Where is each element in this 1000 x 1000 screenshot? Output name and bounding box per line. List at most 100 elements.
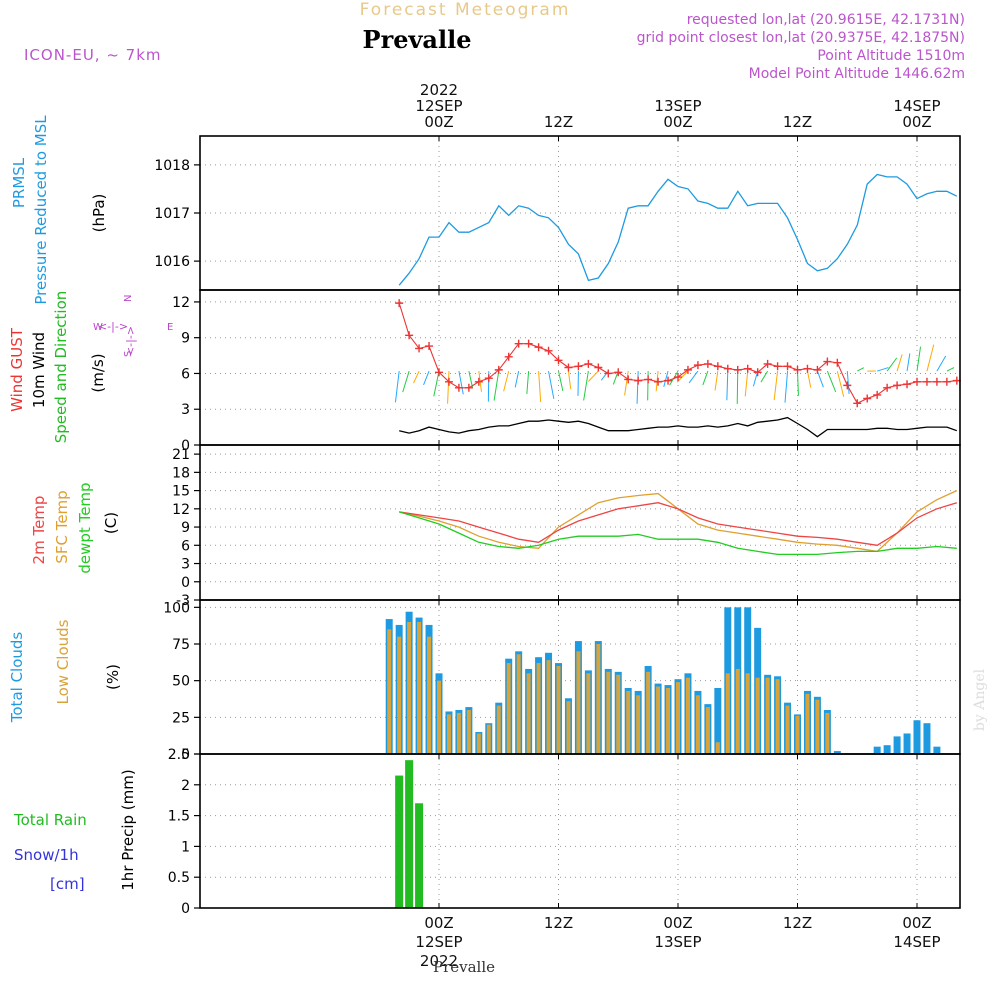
low-cloud-bar xyxy=(775,679,780,754)
total-cloud-bar xyxy=(833,751,841,754)
total-cloud-bar xyxy=(903,733,911,754)
pressure-label: PRMSL xyxy=(10,157,28,208)
low-cloud-bar xyxy=(476,733,481,754)
low-cloud-bar xyxy=(735,668,740,754)
low-cloud-bar xyxy=(387,629,392,754)
gust-marker xyxy=(674,373,682,382)
wind-arrow xyxy=(736,371,739,404)
top-time-label: 00Z xyxy=(902,113,931,131)
page-title: Prevalle xyxy=(363,25,472,54)
wind-arrow xyxy=(896,354,903,372)
wind-arrow xyxy=(413,370,420,384)
bottom-time-label: 00Z xyxy=(902,914,931,932)
y-tick-label: 18 xyxy=(172,465,190,481)
wind-arrow xyxy=(806,370,812,388)
wind-arrow xyxy=(688,370,699,384)
low-cloud-bar xyxy=(407,622,412,754)
top-time-label: 2022 xyxy=(420,81,458,99)
wind-direction-arrows xyxy=(394,344,955,404)
gust-marker xyxy=(474,377,483,386)
gust-marker xyxy=(534,343,543,352)
y-tick-label: 6 xyxy=(181,538,190,554)
y-tick-label: 1017 xyxy=(154,206,190,222)
gust-marker xyxy=(863,394,872,403)
low-cloud-bar xyxy=(765,677,770,754)
y-tick-label: 50 xyxy=(172,674,190,690)
gust-marker xyxy=(903,380,912,389)
gust-marker xyxy=(932,377,941,386)
total-cloud-bar xyxy=(933,746,941,754)
y-tick-label: 9 xyxy=(181,331,190,347)
low-cloud-bar xyxy=(397,636,402,754)
y-tick-label: 9 xyxy=(181,520,190,536)
gust-marker xyxy=(922,377,931,386)
gust-marker xyxy=(654,377,663,386)
gust-marker xyxy=(853,399,862,408)
bottom-time-label: 00Z xyxy=(663,914,692,932)
wind-arrow xyxy=(906,353,911,372)
wind-arrow xyxy=(916,346,922,372)
gust-marker xyxy=(514,339,523,348)
gust-marker xyxy=(942,377,951,386)
gust-marker xyxy=(634,376,643,385)
wind-arrow xyxy=(548,370,555,399)
pressure-label-2: Pressure Reduced to MSL xyxy=(32,115,50,305)
wind-arrow xyxy=(526,371,530,394)
wind-arrow xyxy=(663,370,669,388)
wind-arrow xyxy=(797,371,799,396)
total-cloud-bar xyxy=(883,745,891,754)
low-cloud-bar xyxy=(725,673,730,754)
gust-marker xyxy=(743,364,752,373)
wind-arrow xyxy=(702,370,709,386)
low-cloud-bar xyxy=(676,682,680,754)
low-cloud-bar xyxy=(506,663,511,754)
gust-marker xyxy=(813,365,822,374)
requested-coords: requested lon,lat (20.9615E, 42.1731N) xyxy=(687,12,965,28)
bottom-time-label: 00Z xyxy=(424,914,453,932)
pressure-unit: (hPa) xyxy=(90,194,108,233)
top-time-label: 12Z xyxy=(783,113,812,131)
model-label: ICON-EU, ~ 7km xyxy=(24,46,162,64)
gust-marker xyxy=(425,342,434,351)
y-tick-label: 1 xyxy=(181,839,190,855)
wind-speed-line xyxy=(399,416,958,438)
y-tick-label: 0.5 xyxy=(168,870,190,886)
wind-arrow xyxy=(857,367,865,372)
low-cloud-bar xyxy=(825,712,830,754)
cloud-bars xyxy=(385,607,941,754)
low-cloud-bar xyxy=(566,701,571,754)
top-time-label: 12SEP xyxy=(415,97,462,115)
gust-marker xyxy=(464,383,473,392)
gust-marker xyxy=(664,376,673,385)
y-tick-label: 3 xyxy=(181,557,190,573)
y-tick-label: -3 xyxy=(176,593,190,609)
y-tick-label: 2 xyxy=(181,778,190,794)
wind-arrow xyxy=(744,371,749,397)
low-cloud-bar xyxy=(446,714,451,754)
gust-marker xyxy=(584,359,593,368)
precip-bars xyxy=(395,760,424,908)
low-cloud-bar xyxy=(666,688,671,754)
wind-arrow xyxy=(886,357,898,372)
low-cloud-bar xyxy=(795,715,800,754)
gust-marker xyxy=(843,381,852,390)
gust-marker xyxy=(574,362,583,371)
rain-bar xyxy=(395,775,404,908)
wind-arrow xyxy=(773,371,779,401)
wind-arrow xyxy=(423,370,430,386)
y-tick-label: 0 xyxy=(181,901,190,917)
gust-marker xyxy=(554,356,563,365)
gust-marker xyxy=(504,352,513,361)
wind-arrow xyxy=(636,371,639,404)
wind-arrow xyxy=(676,370,689,383)
gust-marker xyxy=(803,364,812,373)
y-tick-label: 100 xyxy=(163,600,190,616)
compass-n: N xyxy=(123,295,134,302)
wind-arrow xyxy=(538,371,542,403)
gust-marker xyxy=(753,368,762,377)
dewpoint-line xyxy=(399,511,957,556)
low-cloud-bar xyxy=(606,671,611,754)
wind-arrow xyxy=(503,370,510,392)
gust-marker xyxy=(713,362,722,371)
gust-marker xyxy=(604,369,613,378)
